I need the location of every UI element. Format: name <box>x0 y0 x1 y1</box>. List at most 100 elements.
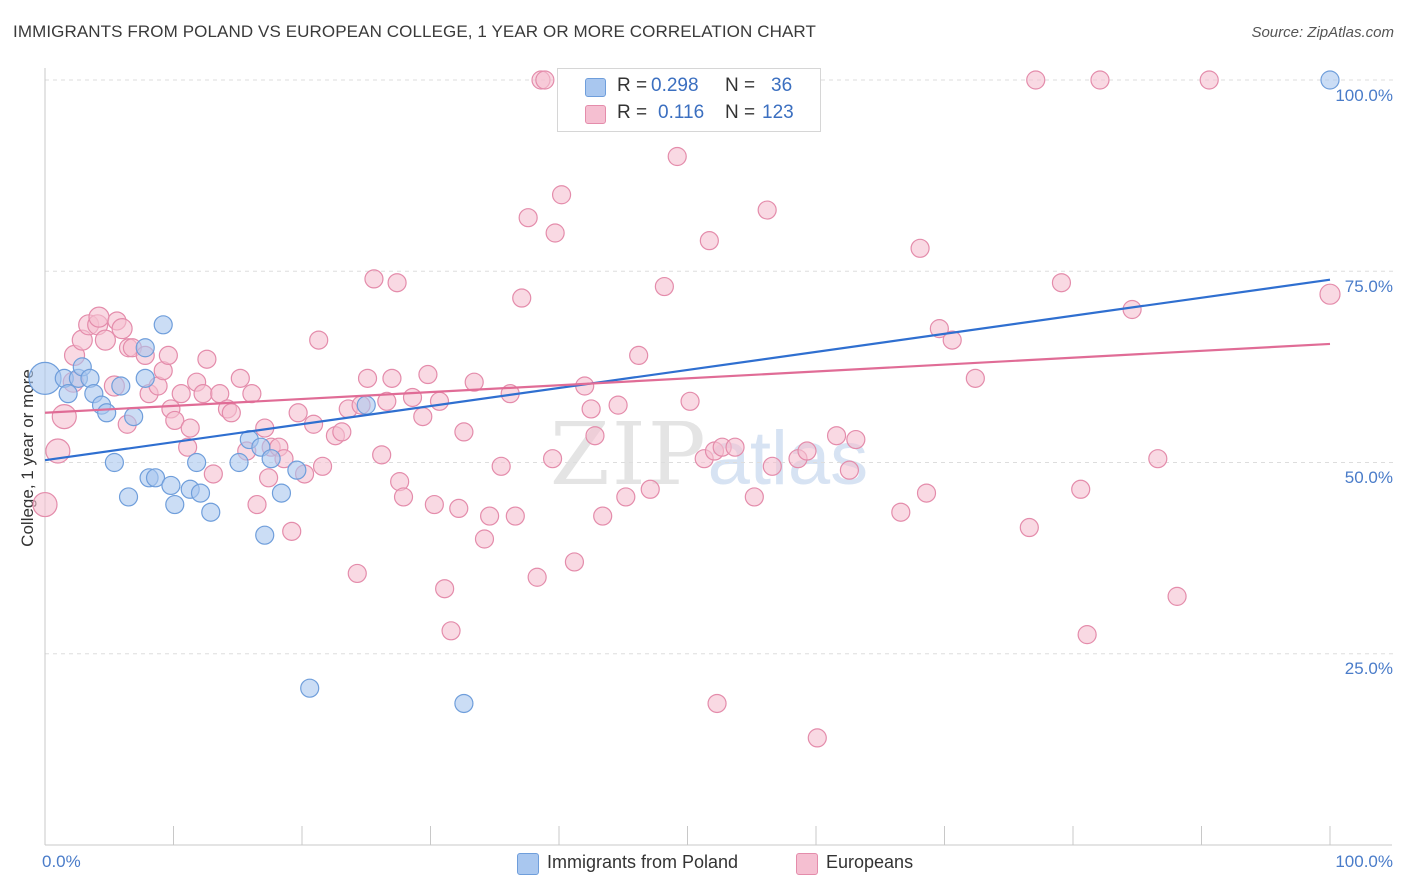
europeans-legend-swatch <box>796 853 818 875</box>
europeans-point <box>377 391 397 411</box>
europeans-point <box>1199 70 1219 90</box>
europeans-point <box>839 460 860 480</box>
europeans-point <box>51 404 77 430</box>
europeans-point <box>1090 70 1110 90</box>
poland-point <box>229 452 249 473</box>
x-tick-label-100: 100.0% <box>1335 852 1393 871</box>
europeans-point <box>230 368 250 388</box>
europeans-point <box>1148 449 1168 469</box>
europeans-point <box>309 330 329 350</box>
europeans-point <box>402 387 423 408</box>
europeans-point <box>372 445 392 465</box>
r-label: R = <box>617 102 648 123</box>
europeans-point <box>288 403 308 423</box>
n-label: N = <box>725 102 756 123</box>
europeans-point <box>593 506 613 526</box>
europeans-point <box>551 185 572 205</box>
poland-point <box>135 368 155 388</box>
europeans-point <box>916 483 937 503</box>
poland-point <box>111 376 131 396</box>
n-label: N = <box>725 75 756 96</box>
europeans-point <box>332 422 352 442</box>
europeans-point <box>1319 283 1341 305</box>
poland-legend-label: Immigrants from Poland <box>547 852 739 872</box>
source-label: Source: ZipAtlas.com <box>1251 24 1394 41</box>
r-label: R = <box>617 75 648 96</box>
poland-point <box>187 452 207 473</box>
europeans-point <box>480 506 500 526</box>
europeans-point <box>111 318 133 340</box>
europeans-point <box>1051 273 1072 293</box>
poland-point <box>145 468 166 488</box>
poland-point <box>300 678 320 698</box>
poland-point <box>153 315 173 335</box>
europeans-n-value: 123 <box>762 102 794 123</box>
legend-row-europeans: R = 0.116 N = 123 <box>558 102 820 128</box>
europeans-point <box>242 384 262 404</box>
europeans-point <box>654 276 674 297</box>
europeans-point <box>942 330 962 350</box>
y-tick-label-50: 50.0% <box>1344 468 1393 487</box>
europeans-point <box>545 223 565 243</box>
poland-r-value: 0.298 <box>651 75 699 96</box>
europeans-point <box>505 506 525 526</box>
poland-point <box>104 452 124 473</box>
europeans-point <box>762 456 782 476</box>
europeans-point <box>193 384 213 404</box>
legend-row-poland: R = 0.298 N = 36 <box>558 75 820 101</box>
europeans-point <box>585 426 605 446</box>
europeans-point <box>757 200 777 220</box>
europeans-point <box>94 329 116 351</box>
europeans-point <box>527 567 547 587</box>
europeans-point <box>454 422 474 442</box>
europeans-point <box>178 437 198 457</box>
europeans-point <box>1071 479 1091 499</box>
europeans-point <box>413 407 433 427</box>
y-tick-label-100: 100.0% <box>1335 86 1393 105</box>
europeans-point <box>1077 625 1097 645</box>
europeans-point <box>564 552 585 572</box>
europeans-point <box>699 231 719 251</box>
europeans-point <box>424 494 444 515</box>
y-tick-label-75: 75.0% <box>1344 277 1393 296</box>
europeans-swatch <box>585 105 606 124</box>
poland-point <box>124 407 144 427</box>
europeans-point <box>387 273 407 293</box>
europeans-point <box>312 456 333 476</box>
poland-point <box>1320 70 1340 90</box>
poland-point <box>165 494 185 515</box>
europeans-point <box>435 579 455 599</box>
europeans-point <box>608 395 628 415</box>
poland-n-value: 36 <box>771 75 793 96</box>
europeans-point <box>464 372 484 392</box>
europeans-point <box>449 498 469 518</box>
europeans-point <box>581 399 601 419</box>
y-tick-label-25: 25.0% <box>1344 659 1393 678</box>
europeans-point <box>725 437 745 457</box>
europeans-point <box>357 368 378 388</box>
poland-point <box>118 487 139 507</box>
europeans-point <box>667 146 687 167</box>
europeans-point <box>1019 517 1039 538</box>
europeans-point <box>535 70 555 90</box>
europeans-point <box>474 529 495 549</box>
poland-swatch <box>585 78 606 97</box>
europeans-point <box>180 418 200 438</box>
europeans-point <box>491 456 511 476</box>
europeans-point <box>32 491 58 518</box>
europeans-r-value: 0.116 <box>658 102 705 123</box>
europeans-point <box>629 345 649 365</box>
europeans-point <box>965 368 985 388</box>
europeans-point <box>707 693 727 714</box>
poland-legend-swatch <box>517 853 539 875</box>
europeans-point <box>797 441 817 461</box>
europeans-point <box>807 728 827 748</box>
europeans-point <box>1026 70 1046 90</box>
poland-point <box>261 449 281 469</box>
poland-point <box>356 395 376 415</box>
poland-point <box>454 693 474 714</box>
poland-point <box>135 338 155 358</box>
europeans-legend-label: Europeans <box>826 852 914 872</box>
europeans-point <box>680 391 700 411</box>
